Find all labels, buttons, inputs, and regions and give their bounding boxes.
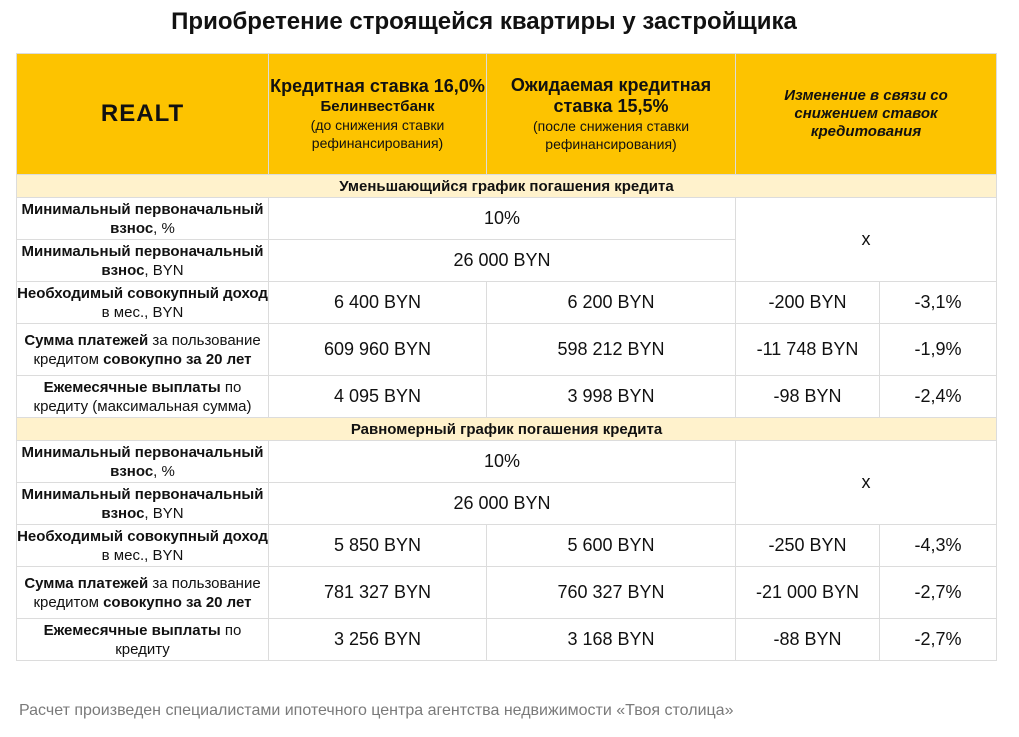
bank-name: Белинвестбанк [320,98,435,115]
table-header-row: REALT Кредитная ставка 16,0% Белинвестба… [16,53,998,175]
section-title: Равномерный график погашения кредита [15,417,998,441]
row-label-bold: Минимальный первоначальный взнос [21,443,264,480]
change-absolute: -21 000 BYN [735,566,880,619]
row-label-rest: , % [153,219,175,237]
row-label-bold: Сумма платежей [24,331,149,349]
row-label-bold: Необходимый совокупный доход [17,527,268,545]
table-row: Минимальный первоначальный взнос, % 10% х [16,440,998,525]
table-row: Сумма платежей за пользование кредитом с… [16,566,998,619]
down-payment-byn: 26 000 BYN [268,239,736,282]
footer-note: Расчет произведен специалистами ипотечно… [19,702,734,719]
rate-after-note: (после снижения ставки рефинансирования) [532,118,690,152]
row-label: Минимальный первоначальный взнос, % [16,440,269,483]
table-row: Ежемесячные выплаты по кредиту (максимал… [16,375,998,418]
value-before: 4 095 BYN [268,375,487,418]
value-before: 609 960 BYN [268,323,487,376]
change-not-applicable: х [734,197,998,282]
row-label: Ежемесячные выплаты по кредиту [16,618,269,661]
header-change: Изменение в связи со снижением ставок кр… [734,53,998,175]
row-label-rest: в мес., BYN [101,303,184,321]
row-label-bold: Минимальный первоначальный взнос [21,242,264,279]
rate-before-label: Кредитная ставка 16,0% [270,76,485,96]
change-absolute: -11 748 BYN [735,323,880,376]
change-absolute: -98 BYN [735,375,880,418]
row-label-bold: Минимальный первоначальный взнос [21,485,264,522]
row-label-bold: совокупно за 20 лет [103,593,252,611]
row-label-bold: Минимальный первоначальный взнос [21,200,264,237]
change-absolute: -88 BYN [735,618,880,661]
value-before: 781 327 BYN [268,566,487,619]
section-row: Уменьшающийся график погашения кредита [15,174,998,198]
row-label-rest: , BYN [144,504,184,522]
value-after: 598 212 BYN [486,323,736,376]
table-row: Необходимый совокупный доход в мес., BYN… [16,524,998,567]
section-row: Равномерный график погашения кредита [15,417,998,441]
row-label-bold: Ежемесячные выплаты [43,621,221,639]
row-label-rest: , BYN [144,261,184,279]
change-absolute: -200 BYN [735,281,880,324]
row-label: Сумма платежей за пользование кредитом с… [16,323,269,376]
table-row: Минимальный первоначальный взнос, % 10% х [16,197,998,282]
logo-cell: REALT [16,53,269,175]
value-before: 3 256 BYN [268,618,487,661]
row-label-bold: Необходимый совокупный доход [17,284,268,302]
row-label: Минимальный первоначальный взнос, BYN [16,239,269,282]
change-percent: -2,7% [878,566,998,619]
row-label: Минимальный первоначальный взнос, BYN [16,482,269,525]
change-percent: -3,1% [878,281,998,324]
row-label: Необходимый совокупный доход в мес., BYN [16,281,269,324]
change-percent: -2,4% [878,375,998,418]
row-label-bold: Сумма платежей [24,574,149,592]
change-percent: -1,9% [878,323,998,376]
header-rate-after: Ожидаемая кредитная ставка 15,5% (после … [486,53,736,175]
value-after: 3 168 BYN [486,618,736,661]
row-label: Минимальный первоначальный взнос, % [16,197,269,240]
row-label-bold: Ежемесячные выплаты [43,378,221,396]
row-label-rest: в мес., BYN [101,546,184,564]
row-label-rest: за пользование кредитом [33,331,261,368]
value-after: 6 200 BYN [486,281,736,324]
row-label-rest: , % [153,462,175,480]
row-label-rest: по кредиту (максимальная сумма) [33,378,252,415]
change-percent: -2,7% [878,618,998,661]
section-title: Уменьшающийся график погашения кредита [15,174,998,198]
row-label: Ежемесячные выплаты по кредиту (максимал… [16,375,269,418]
table-row: Сумма платежей за пользование кредитом с… [16,323,998,376]
row-label-rest: по кредиту [115,621,242,658]
change-label: Изменение в связи со снижением ставок кр… [784,87,948,140]
change-percent: -4,3% [878,524,998,567]
change-not-applicable: х [734,440,998,525]
value-before: 6 400 BYN [268,281,487,324]
table-row: Необходимый совокупный доход в мес., BYN… [16,281,998,324]
realt-logo: REALT [100,100,185,127]
header-rate-before: Кредитная ставка 16,0% Белинвестбанк (до… [268,53,487,175]
row-label-bold: совокупно за 20 лет [103,350,252,368]
row-label-rest: за пользование кредитом [33,574,261,611]
comparison-table: REALT Кредитная ставка 16,0% Белинвестба… [15,53,998,661]
down-payment-percent: 10% [268,440,736,483]
value-after: 5 600 BYN [486,524,736,567]
value-before: 5 850 BYN [268,524,487,567]
value-after: 760 327 BYN [486,566,736,619]
page-title: Приобретение строящейся квартиры у застр… [171,8,797,35]
row-label: Необходимый совокупный доход в мес., BYN [16,524,269,567]
rate-after-label: Ожидаемая кредитная ставка 15,5% [510,75,712,116]
down-payment-percent: 10% [268,197,736,240]
down-payment-byn: 26 000 BYN [268,482,736,525]
rate-before-note: (до снижения ставки рефинансирования) [310,117,445,151]
table-row: Ежемесячные выплаты по кредиту 3 256 BYN 3… [16,618,998,661]
change-absolute: -250 BYN [735,524,880,567]
value-after: 3 998 BYN [486,375,736,418]
row-label: Сумма платежей за пользование кредитом с… [16,566,269,619]
